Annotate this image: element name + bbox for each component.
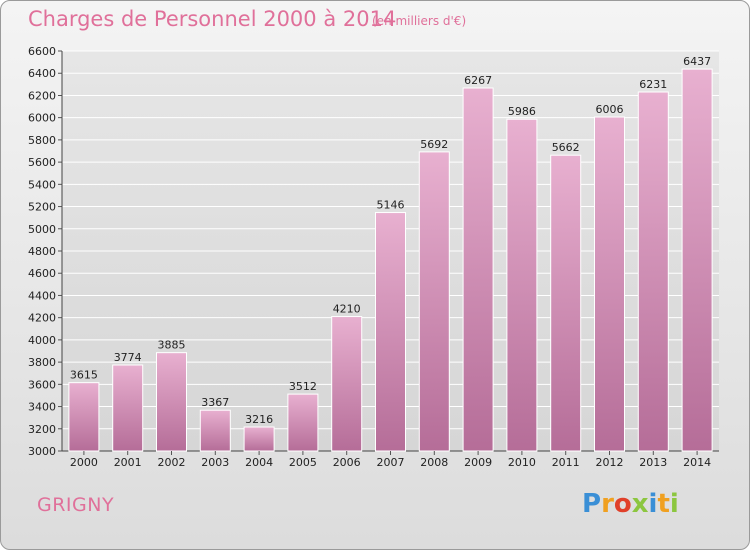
proxiti-logo: Proxiti xyxy=(582,489,679,519)
bar xyxy=(594,116,625,452)
bar xyxy=(199,409,231,452)
bar xyxy=(375,212,406,452)
x-tick-label: 2010 xyxy=(508,456,536,469)
logo-letter: r xyxy=(601,489,614,519)
y-tick-label: 4600 xyxy=(28,267,56,280)
x-tick-label: 2000 xyxy=(70,456,98,469)
x-tick-label: 2005 xyxy=(289,456,317,469)
x-tick-label: 2006 xyxy=(333,456,361,469)
bar-value-label: 5692 xyxy=(420,138,448,151)
y-tick-label: 3800 xyxy=(28,356,56,369)
bar xyxy=(550,154,582,452)
bar-value-label: 3774 xyxy=(114,351,142,364)
y-tick-label: 5200 xyxy=(28,201,56,214)
y-tick-label: 6000 xyxy=(28,112,56,125)
x-tick-label: 2009 xyxy=(464,456,492,469)
bar-value-label: 3216 xyxy=(245,413,273,426)
bar-value-label: 6267 xyxy=(464,74,492,87)
bar xyxy=(68,382,100,452)
bar-value-label: 6231 xyxy=(639,78,667,91)
x-tick-label: 2008 xyxy=(420,456,448,469)
y-tick-label: 4200 xyxy=(28,312,56,325)
y-tick-label: 3200 xyxy=(28,423,56,436)
y-tick-label: 4400 xyxy=(28,289,56,302)
x-tick-label: 2004 xyxy=(245,456,273,469)
x-tick-label: 2014 xyxy=(683,456,711,469)
y-tick-label: 6600 xyxy=(28,45,56,58)
logo-letter: i xyxy=(669,489,679,519)
bar xyxy=(156,352,187,452)
bar-value-label: 4210 xyxy=(333,303,361,316)
bar-value-label: 6006 xyxy=(596,103,624,116)
y-tick-label: 3000 xyxy=(28,445,56,458)
y-tick-label: 4000 xyxy=(28,334,56,347)
x-tick-label: 2011 xyxy=(552,456,580,469)
bar-value-label: 3367 xyxy=(201,396,229,409)
bar-value-label: 5986 xyxy=(508,105,536,118)
chart-subtitle: (en milliers d'€) xyxy=(372,14,467,28)
bar-value-label: 3512 xyxy=(289,380,317,393)
logo-letter: i xyxy=(648,489,658,519)
chart-title: Charges de Personnel 2000 à 2014 xyxy=(28,7,397,31)
bar-value-label: 5146 xyxy=(377,199,405,212)
y-tick-label: 3600 xyxy=(28,378,56,391)
logo-letter: P xyxy=(582,489,602,519)
bar xyxy=(637,91,669,452)
bar xyxy=(462,87,494,452)
logo-letter: x xyxy=(631,489,649,519)
bar-value-label: 6437 xyxy=(683,55,711,68)
logo-letter: t xyxy=(657,489,670,519)
bar-value-label: 3615 xyxy=(70,369,98,382)
bar-value-label: 5662 xyxy=(552,141,580,154)
x-tick-label: 2007 xyxy=(377,456,405,469)
bar xyxy=(243,426,275,452)
bar xyxy=(506,118,538,452)
x-tick-label: 2002 xyxy=(158,456,186,469)
bar xyxy=(287,393,319,452)
x-tick-label: 2003 xyxy=(201,456,229,469)
bar xyxy=(331,316,363,452)
y-tick-label: 5800 xyxy=(28,134,56,147)
y-tick-label: 5400 xyxy=(28,178,56,191)
x-tick-label: 2013 xyxy=(639,456,667,469)
y-tick-label: 5000 xyxy=(28,223,56,236)
y-tick-label: 4800 xyxy=(28,245,56,258)
bar xyxy=(112,364,144,452)
x-tick-label: 2012 xyxy=(596,456,624,469)
bar-value-label: 3885 xyxy=(158,339,186,352)
bar xyxy=(681,68,713,452)
y-tick-label: 5600 xyxy=(28,156,56,169)
bar xyxy=(418,151,450,452)
logo-letter: o xyxy=(613,489,632,519)
y-tick-label: 3400 xyxy=(28,401,56,414)
y-tick-label: 6200 xyxy=(28,89,56,102)
commune-name: GRIGNY xyxy=(37,494,115,516)
x-tick-label: 2001 xyxy=(114,456,142,469)
y-tick-label: 6400 xyxy=(28,67,56,80)
